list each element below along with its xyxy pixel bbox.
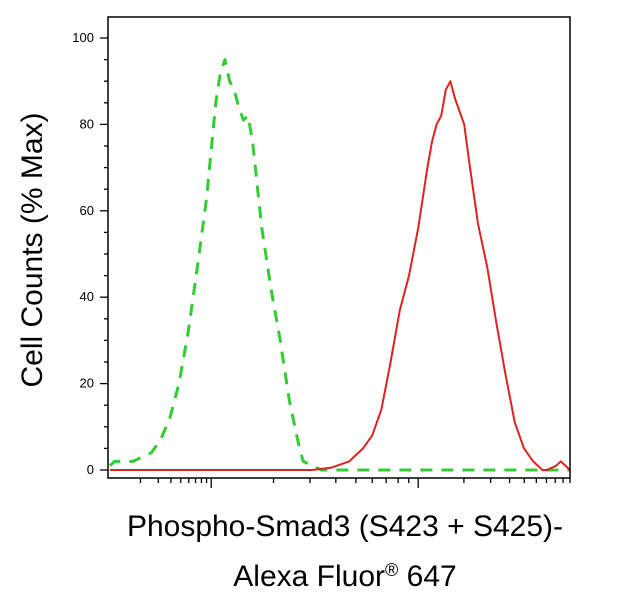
y-tick-label-60: 60 — [80, 203, 94, 218]
y-tick-label-80: 80 — [80, 116, 94, 131]
registered-mark: ® — [385, 560, 398, 580]
y-axis-label: Cell Counts (% Max) — [16, 112, 49, 387]
x-axis-label-line1: Phospho-Smad3 (S423 + S425)- — [127, 510, 563, 543]
x-axis-label-line2: Alexa Fluor® 647 — [233, 560, 456, 593]
plot-frame — [107, 16, 571, 479]
y-tick-label-40: 40 — [80, 289, 94, 304]
series-group — [108, 58, 571, 472]
x-axis-label-line2-prefix: Alexa Fluor — [233, 560, 385, 593]
series-line-1 — [108, 58, 570, 472]
y-tick-label-20: 20 — [80, 376, 94, 391]
axis-ticks: 0 20 40 60 80 100 — [72, 30, 571, 488]
series-line-2 — [110, 80, 571, 471]
x-axis-label-line2-suffix: 647 — [398, 560, 456, 593]
y-tick-label-100: 100 — [72, 30, 94, 45]
y-tick-label-0: 0 — [87, 462, 94, 477]
